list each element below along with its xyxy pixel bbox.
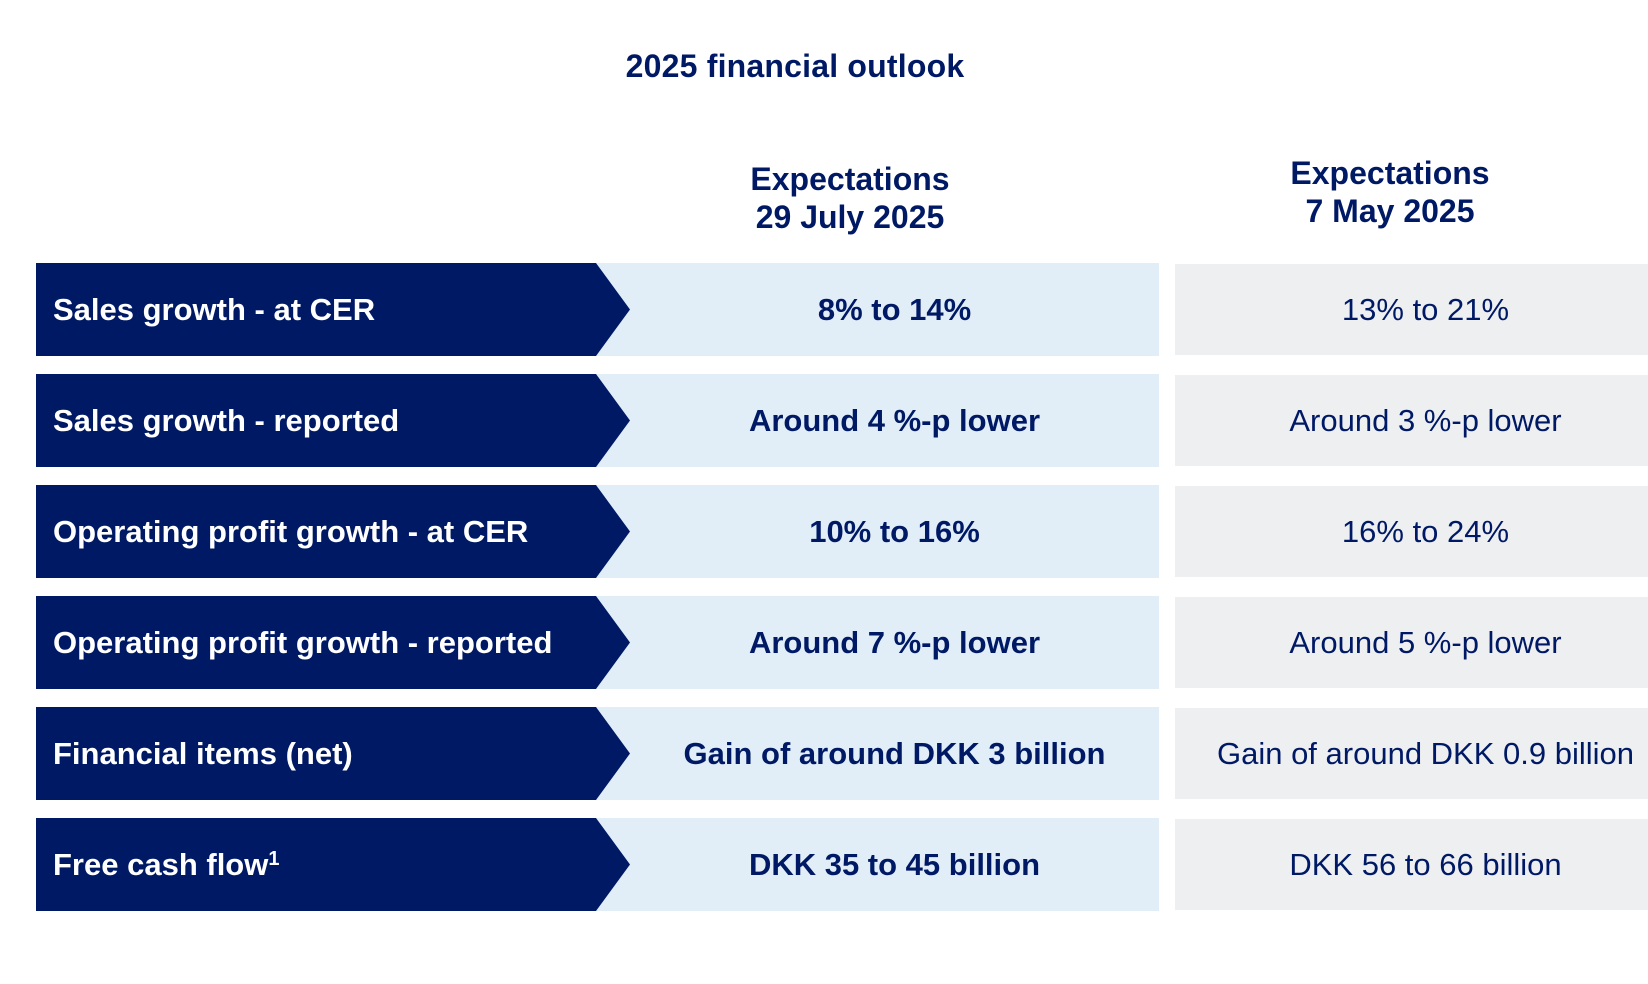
outlook-row-financial-items: Financial items (net) Gain of around DKK… xyxy=(36,707,1648,800)
column-header-current: Expectations 29 July 2025 xyxy=(600,160,1100,236)
page-title: 2025 financial outlook xyxy=(625,48,965,84)
previous-expectation-value: Around 5 %-p lower xyxy=(1289,625,1562,660)
current-expectation-cell: 10% to 16% xyxy=(596,485,1159,578)
current-expectation-value: Around 4 %-p lower xyxy=(748,403,1041,438)
previous-expectation-cell: DKK 56 to 66 billion xyxy=(1175,819,1648,910)
column-header-previous-line1: Expectations xyxy=(1290,155,1490,191)
row-label: Sales growth - reported xyxy=(53,403,400,438)
row-label-arrow xyxy=(36,374,630,467)
row-label: Sales growth - at CER xyxy=(53,292,376,327)
current-expectation-cell: Around 4 %-p lower xyxy=(596,374,1159,467)
outlook-row-sales-growth-reported: Sales growth - reported Around 4 %-p low… xyxy=(36,374,1648,467)
previous-expectation-value: Gain of around DKK 0.9 billion xyxy=(1216,736,1635,771)
row-label-arrow xyxy=(36,818,630,911)
previous-expectation-cell: Around 5 %-p lower xyxy=(1175,597,1648,688)
column-header-previous: Expectations 7 May 2025 xyxy=(1140,154,1640,230)
current-expectation-cell: 8% to 14% xyxy=(596,263,1159,356)
outlook-row-operating-profit-cer: Operating profit growth - at CER 10% to … xyxy=(36,485,1648,578)
row-label-arrow xyxy=(36,485,630,578)
previous-expectation-value: Around 3 %-p lower xyxy=(1289,403,1562,438)
previous-expectation-value: 13% to 21% xyxy=(1341,292,1510,327)
column-header-current-date: 29 July 2025 xyxy=(755,199,945,235)
row-label-arrow xyxy=(36,596,630,689)
column-header-previous-date: 7 May 2025 xyxy=(1305,193,1475,229)
current-expectation-cell: Around 7 %-p lower xyxy=(596,596,1159,689)
current-expectation-cell: Gain of around DKK 3 billion xyxy=(596,707,1159,800)
previous-expectation-cell: 16% to 24% xyxy=(1175,486,1648,577)
row-label: Financial items (net) xyxy=(53,736,353,771)
previous-expectation-cell: Gain of around DKK 0.9 billion xyxy=(1175,708,1648,799)
current-expectation-cell: DKK 35 to 45 billion xyxy=(596,818,1159,911)
footnote-marker: 1 xyxy=(268,848,280,870)
column-header-current-line1: Expectations xyxy=(750,161,950,197)
row-label-arrow xyxy=(36,707,630,800)
row-label: Operating profit growth - reported xyxy=(53,625,553,660)
row-label-text: Free cash flow xyxy=(53,847,269,882)
current-expectation-value: 10% to 16% xyxy=(809,514,980,549)
row-label: Operating profit growth - at CER xyxy=(53,514,529,549)
previous-expectation-cell: Around 3 %-p lower xyxy=(1175,375,1648,466)
current-expectation-value: Around 7 %-p lower xyxy=(748,625,1041,660)
previous-expectation-value: DKK 56 to 66 billion xyxy=(1289,847,1562,882)
outlook-row-sales-growth-cer: Sales growth - at CER 8% to 14% 13% to 2… xyxy=(36,263,1648,356)
previous-expectation-cell: 13% to 21% xyxy=(1175,264,1648,355)
row-label-arrow xyxy=(36,263,630,356)
current-expectation-value: 8% to 14% xyxy=(817,292,972,327)
outlook-row-free-cash-flow: Free cash flow1 DKK 35 to 45 billion DKK… xyxy=(36,818,1648,911)
current-expectation-value: Gain of around DKK 3 billion xyxy=(683,736,1106,771)
previous-expectation-value: 16% to 24% xyxy=(1341,514,1510,549)
current-expectation-value: DKK 35 to 45 billion xyxy=(748,847,1041,882)
row-label: Free cash flow1 xyxy=(53,818,279,911)
outlook-row-operating-profit-reported: Operating profit growth - reported Aroun… xyxy=(36,596,1648,689)
